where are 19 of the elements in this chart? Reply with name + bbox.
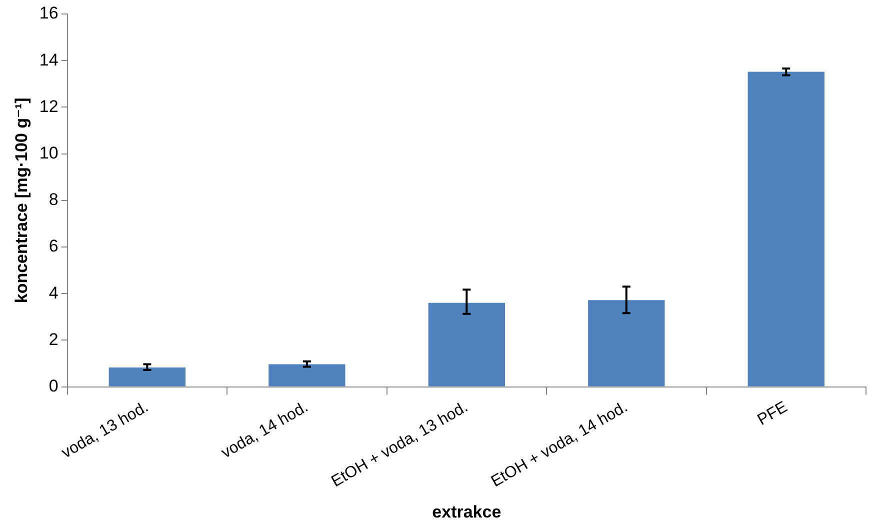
x-tick-label: PFE [754, 398, 790, 429]
y-tick-label: 16 [39, 4, 58, 23]
bar [748, 72, 824, 386]
y-tick-label: 6 [48, 236, 58, 256]
y-tick-label: 2 [48, 330, 58, 349]
y-axis-title: koncentrace [mg·100 g⁻¹] [12, 98, 31, 304]
bar [268, 364, 346, 386]
bar [428, 302, 505, 386]
x-axis-title: extrakce [432, 502, 502, 522]
x-tick-label: voda, 14 hod. [218, 398, 312, 462]
bar [588, 300, 665, 386]
y-tick-label: 14 [39, 50, 58, 70]
x-tick-label: voda, 13 hod. [58, 398, 152, 462]
y-tick-label: 12 [39, 96, 58, 116]
y-tick-label: 8 [48, 190, 58, 210]
bar [108, 367, 186, 386]
y-tick-label: 0 [48, 376, 58, 396]
y-tick-label: 10 [39, 143, 58, 162]
y-tick-label: 4 [48, 283, 58, 302]
